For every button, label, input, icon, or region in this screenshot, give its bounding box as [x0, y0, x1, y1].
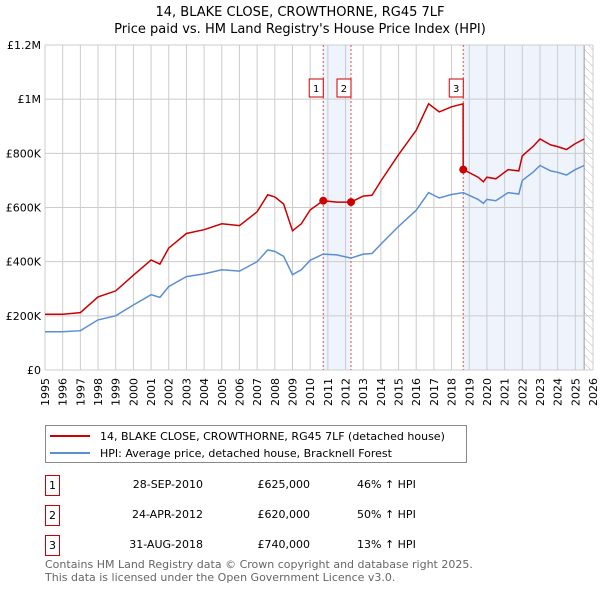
sale-hpi: 13% ↑ HPI [357, 538, 416, 551]
sale-date: 28-SEP-2010 [132, 478, 203, 491]
sale-row: 2 24-APR-2012 £620,000 50% ↑ HPI [45, 505, 465, 526]
legend-swatch-blue [50, 452, 90, 454]
sale-marker: 2 [45, 505, 60, 526]
sale-label: 2 [341, 84, 347, 95]
sale-date: 31-AUG-2018 [129, 538, 203, 551]
x-tick-label: 2009 [286, 378, 299, 406]
x-tick-label: 2018 [446, 378, 459, 406]
sale-price: £625,000 [257, 478, 311, 491]
hpi-line [45, 164, 585, 333]
sale-label-box [336, 78, 352, 98]
x-tick-label: 2015 [393, 378, 406, 406]
x-tick-label: 2008 [269, 378, 282, 406]
sale-marker: 1 [45, 475, 60, 496]
x-tick-label: 2004 [198, 378, 211, 406]
legend-label: 14, BLAKE CLOSE, CROWTHORNE, RG45 7LF (d… [100, 429, 445, 443]
footer: Contains HM Land Registry data © Crown c… [45, 558, 473, 584]
x-tick-label: 2005 [216, 378, 229, 406]
x-tick-label: 2021 [499, 378, 512, 406]
sale-price: £740,000 [257, 538, 311, 551]
y-tick-label: £200K [6, 310, 42, 323]
x-tick-label: 2025 [569, 378, 582, 406]
x-tick-label: 2006 [233, 378, 246, 406]
price-chart: 1995 1996 1997 1998 1999 2000 2001 2002 2003 2004… [6, 39, 600, 406]
x-tick-label: 2026 [587, 378, 600, 406]
x-tick-label: 2011 [322, 378, 335, 406]
footer-line: Contains HM Land Registry data © Crown c… [45, 558, 473, 571]
x-tick-label: 1995 [39, 378, 52, 406]
x-tick-label: 2010 [304, 378, 317, 406]
x-tick-label: 2016 [410, 378, 423, 406]
legend-item-hpi: HPI: Average price, detached house, Brac… [50, 445, 392, 461]
x-tick-label: 2014 [375, 378, 388, 406]
sale-marker: 3 [45, 535, 60, 556]
chart-subtitle: Price paid vs. HM Land Registry's House … [114, 22, 486, 37]
x-tick-label: 2022 [516, 378, 529, 406]
x-tick-label: 2013 [357, 378, 370, 406]
x-tick-label: 2017 [428, 378, 441, 406]
footer-line: This data is licensed under the Open Gov… [45, 571, 396, 584]
legend-swatch-red [50, 435, 90, 437]
x-tick-label: 2020 [481, 378, 494, 406]
x-tick-label: 2024 [552, 378, 565, 406]
x-tick-label: 2003 [180, 378, 193, 406]
sale-row: 3 31-AUG-2018 £740,000 13% ↑ HPI [45, 535, 465, 556]
x-tick-label: 2001 [145, 378, 158, 406]
sale-label-box [448, 78, 464, 98]
x-tick-label: 1997 [74, 378, 87, 406]
sale-label: 1 [313, 84, 319, 95]
x-tick-label: 2012 [340, 378, 353, 406]
x-tick-label: 2023 [534, 378, 547, 406]
property-price-line [45, 102, 585, 315]
sale-price: £620,000 [257, 508, 311, 521]
sale-label-box [308, 78, 324, 98]
sale-row: 1 28-SEP-2010 £625,000 46% ↑ HPI [45, 475, 465, 496]
sale-hpi: 50% ↑ HPI [357, 508, 416, 521]
sale-label: 3 [453, 84, 459, 95]
x-tick-label: 1999 [110, 378, 123, 406]
y-tick-label: £600K [6, 202, 42, 215]
x-tick-label: 2007 [251, 378, 264, 406]
chart-title: 14, BLAKE CLOSE, CROWTHORNE, RG45 7LF [155, 5, 445, 20]
x-tick-label: 1996 [57, 378, 70, 406]
sale-date: 24-APR-2012 [131, 508, 203, 521]
x-tick-label: 2002 [163, 378, 176, 406]
legend: 14, BLAKE CLOSE, CROWTHORNE, RG45 7LF (d… [45, 425, 467, 463]
sale-point [346, 198, 355, 207]
x-tick-label: 1998 [92, 378, 105, 406]
y-tick-label: £400K [6, 256, 42, 269]
y-tick-label: £1.2M [7, 39, 41, 52]
y-tick-label: £0 [27, 364, 41, 377]
sale-point [319, 196, 328, 205]
y-tick-label: £800K [6, 147, 42, 160]
x-tick-label: 2000 [127, 378, 140, 406]
legend-label: HPI: Average price, detached house, Brac… [100, 446, 392, 460]
sale-hpi: 46% ↑ HPI [357, 478, 416, 491]
y-tick-label: £1M [18, 93, 42, 106]
x-tick-label: 2019 [463, 378, 476, 406]
sale-point [459, 165, 468, 174]
legend-item-property: 14, BLAKE CLOSE, CROWTHORNE, RG45 7LF (d… [50, 428, 445, 444]
